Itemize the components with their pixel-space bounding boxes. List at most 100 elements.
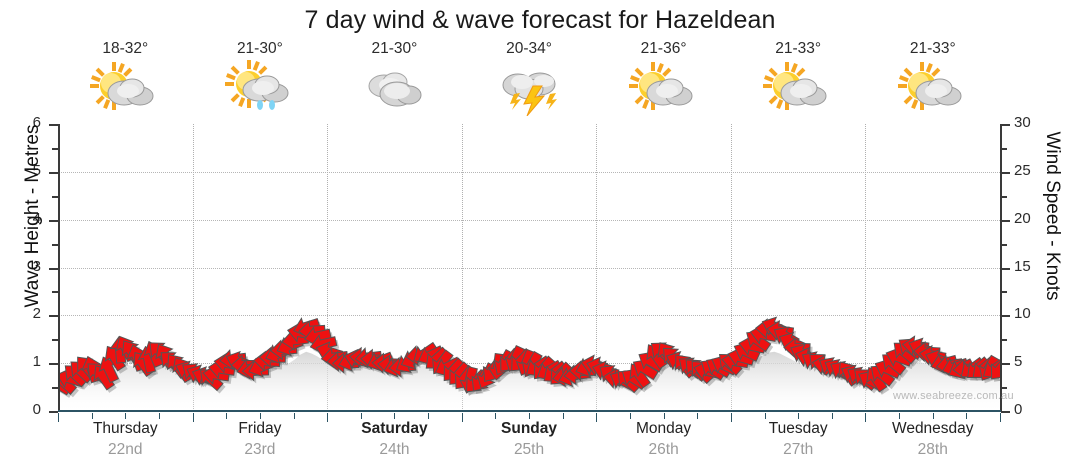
right-axis-tick-label: 20 <box>1014 209 1031 227</box>
right-axis-tick-label: 30 <box>1014 114 1031 131</box>
left-axis-tick-label: 6 <box>32 114 41 131</box>
time-axis-tick <box>663 413 665 419</box>
sun-behind-cloud-icon <box>627 60 701 116</box>
day-date: 25th <box>513 441 545 458</box>
left-axis-tick-label: 2 <box>32 305 41 323</box>
chart-plot-area <box>58 124 1000 411</box>
sun-behind-rain-cloud-icon <box>223 60 297 116</box>
axis-tick <box>49 411 58 413</box>
axis-tick <box>1001 171 1010 174</box>
gridline-day-separator <box>461 124 463 411</box>
day-label: Monday 26th <box>596 418 731 470</box>
day-header-row: 18-32° <box>58 40 1000 122</box>
gridline-day-separator <box>865 124 867 411</box>
time-axis-tick <box>226 413 228 419</box>
axis-tick <box>1001 195 1007 198</box>
time-axis-tick <box>629 413 631 419</box>
time-axis-tick <box>461 413 463 422</box>
gridline-day-separator <box>192 124 194 411</box>
day-header: 21-33° <box>865 40 1000 122</box>
time-axis-tick <box>730 413 732 422</box>
temperature-range: 20-34° <box>506 40 552 57</box>
right-axis-title: Wind Speed - Knots <box>1042 131 1063 301</box>
day-label: Friday 23rd <box>193 418 328 470</box>
right-axis-tick-label: 5 <box>1014 353 1023 371</box>
axis-tick <box>1001 147 1007 150</box>
axis-tick <box>1001 387 1007 390</box>
day-name: Monday <box>636 420 692 437</box>
day-date: 23rd <box>244 441 276 458</box>
time-axis-tick <box>327 413 329 422</box>
time-axis-tick <box>529 413 530 419</box>
wind-speed-arrow-series <box>58 316 1000 398</box>
gridline-day-separator <box>327 124 329 411</box>
day-date: 28th <box>917 441 948 458</box>
left-axis-tick-label: 0 <box>32 401 41 418</box>
day-date: 24th <box>379 441 410 458</box>
day-name: Friday <box>238 420 282 437</box>
gridline-horizontal <box>58 315 1000 317</box>
time-axis-tick <box>360 413 362 419</box>
time-axis-tick <box>495 413 497 419</box>
temperature-range: 21-30° <box>236 40 283 57</box>
time-axis-tick <box>192 413 194 422</box>
sun-behind-cloud-icon <box>88 60 162 116</box>
day-date: 22nd <box>108 441 143 458</box>
gridline-day-separator <box>596 124 598 411</box>
day-name: Saturday <box>361 420 428 437</box>
day-header: 18-32° <box>58 40 193 122</box>
axis-tick <box>49 267 58 270</box>
time-axis-tick <box>125 413 127 419</box>
axis-tick <box>1001 243 1007 246</box>
axis-tick <box>49 171 58 174</box>
time-axis-tick <box>293 413 295 419</box>
axis-tick <box>49 315 58 318</box>
left-axis-tick-label: 3 <box>32 257 41 275</box>
axis-tick <box>52 387 58 390</box>
day-header: 21-36° <box>596 40 731 122</box>
left-axis-tick-label: 5 <box>32 161 41 179</box>
time-axis-tick <box>596 413 598 422</box>
raindrops <box>256 100 275 110</box>
time-axis-tick <box>899 413 901 419</box>
day-header: 20-34° <box>462 40 597 122</box>
axis-tick <box>52 195 58 198</box>
temperature-range: 21-30° <box>371 40 418 57</box>
left-axis-title: Wave Height - Metres <box>22 124 43 308</box>
time-axis-tick <box>798 413 800 419</box>
gridline-horizontal <box>58 267 1000 269</box>
axis-tick <box>52 147 58 150</box>
day-name: Thursday <box>92 420 158 437</box>
day-label: Wednesday 28th <box>865 418 1000 470</box>
left-axis-line <box>58 124 60 411</box>
axis-tick <box>52 243 58 246</box>
axis-tick <box>1001 363 1010 366</box>
time-axis-tick <box>764 413 766 419</box>
axis-tick <box>49 124 58 126</box>
temperature-range: 21-33° <box>775 40 822 57</box>
day-name: Tuesday <box>768 420 828 437</box>
time-axis-tick <box>158 413 160 419</box>
day-date: 26th <box>648 441 679 458</box>
day-header: 21-30° <box>327 40 462 122</box>
wave-height-area-series <box>58 351 1000 411</box>
axis-tick <box>1001 124 1010 126</box>
right-axis-tick-label: 0 <box>1014 401 1023 418</box>
bottom-axis-line <box>58 410 1001 412</box>
axis-tick <box>1001 291 1007 294</box>
time-axis-tick <box>932 413 934 419</box>
gridline-horizontal <box>58 219 1000 221</box>
day-label-row: Thursday 22nd Friday 23rd Saturday 24th … <box>58 418 1000 470</box>
axis-tick <box>49 219 58 222</box>
page-title: 7 day wind & wave forecast for Hazeldean <box>304 6 776 34</box>
gridline-day-separator <box>730 124 732 411</box>
gridline-horizontal <box>58 171 1000 173</box>
sun-behind-cloud-icon <box>896 60 970 116</box>
right-axis-tick-label: 15 <box>1014 257 1031 275</box>
time-axis-tick <box>562 413 564 419</box>
day-header: 21-33° <box>731 40 866 122</box>
axis-tick <box>52 339 58 342</box>
time-axis-tick <box>58 413 59 422</box>
axis-tick <box>49 363 58 366</box>
wind-arrow-layer <box>58 316 1000 396</box>
